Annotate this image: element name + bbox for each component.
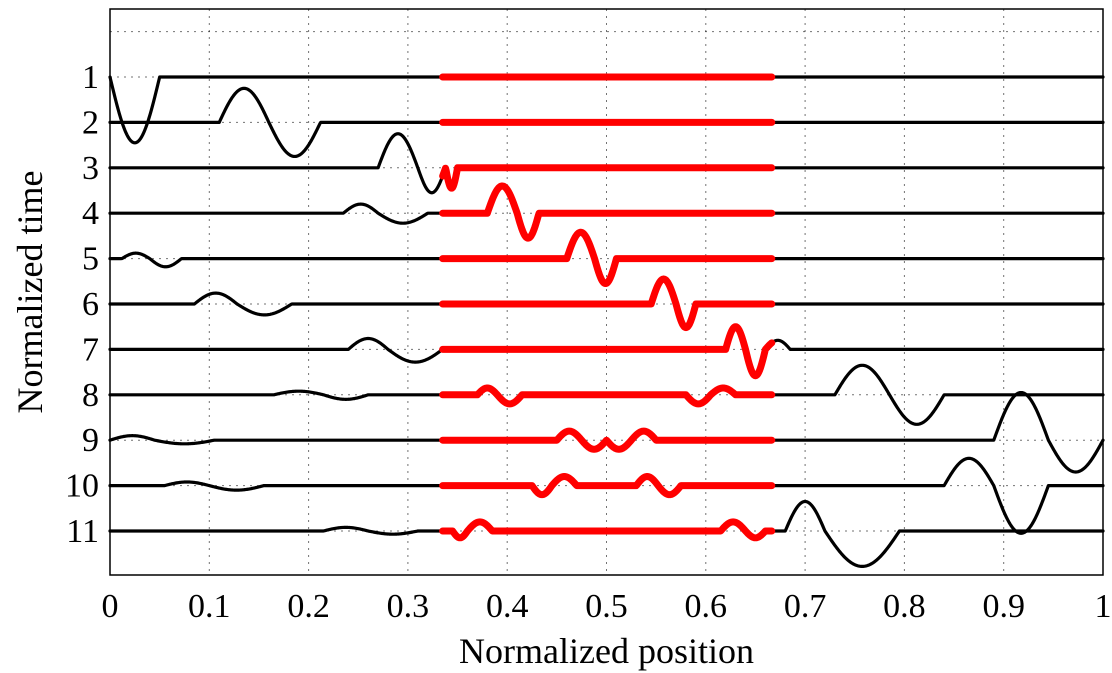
x-tick-label: 0.6 — [685, 588, 728, 625]
x-tick-label: 0.9 — [982, 588, 1025, 625]
trace-6 — [108, 275, 1105, 332]
trace-8-highlighted-segment — [439, 384, 776, 408]
grid — [109, 9, 1104, 575]
x-tick-label: 0.3 — [387, 588, 430, 625]
trace-5-highlighted-segment — [439, 228, 776, 288]
trace-6-highlighted-segment — [439, 275, 776, 332]
y-tick-labels: 1 2 3 4 5 6 7 8 9 10 11 — [65, 59, 99, 550]
trace-7-left-segment — [108, 336, 445, 364]
y-tick-label: 9 — [82, 422, 99, 459]
trace-6-left-segment — [108, 291, 445, 317]
y-tick-label: 1 — [82, 59, 99, 96]
trace-2-left-segment — [108, 86, 445, 159]
x-axis-title: Normalized position — [459, 631, 754, 671]
x-tick-label: 1 — [1095, 588, 1112, 625]
y-tick-label: 10 — [65, 468, 99, 505]
x-tick-label: 0.2 — [287, 588, 330, 625]
trace-9-left-segment — [108, 434, 445, 446]
y-axis-title: Normalized time — [10, 171, 50, 414]
trace-3-left-segment — [108, 132, 445, 195]
trace-7-right-segment — [770, 338, 1105, 351]
trace-9-highlighted-segment — [439, 427, 776, 453]
trace-7 — [108, 323, 1105, 380]
trace-5 — [108, 228, 1105, 288]
trace-layer — [108, 73, 1105, 569]
trace-10-left-segment — [108, 480, 445, 492]
trace-1 — [108, 73, 1105, 145]
trace-8-left-segment — [108, 389, 445, 401]
x-tick-labels: 0 0.1 0.2 0.3 0.4 0.5 0.6 0.7 0.8 0.9 1 — [102, 588, 1112, 625]
trace-3 — [108, 132, 1105, 195]
trace-10 — [108, 456, 1105, 535]
trace-3-highlighted-segment — [439, 164, 776, 192]
trace-4 — [108, 182, 1105, 242]
trace-4-highlighted-segment — [439, 182, 776, 242]
trace-11-highlighted-segment — [439, 518, 776, 542]
y-tick-label: 2 — [82, 104, 99, 141]
y-tick-label: 6 — [82, 286, 99, 323]
trace-4-left-segment — [108, 202, 445, 225]
y-tick-label: 8 — [82, 377, 99, 414]
y-tick-label: 5 — [82, 241, 99, 278]
y-tick-label: 4 — [82, 195, 99, 232]
x-tick-label: 0.7 — [784, 588, 827, 625]
trace-9 — [108, 390, 1105, 474]
plot-frame — [109, 8, 1104, 576]
trace-11-left-segment — [108, 525, 445, 536]
trace-11 — [108, 499, 1105, 569]
y-tick-label: 11 — [66, 513, 99, 550]
y-tick-label: 3 — [82, 150, 99, 187]
x-tick-label: 0 — [102, 588, 119, 625]
trace-1-left-segment — [108, 75, 445, 145]
x-tick-label: 0.8 — [883, 588, 926, 625]
x-tick-label: 0.5 — [585, 588, 628, 625]
trace-2 — [108, 86, 1105, 159]
trace-5-left-segment — [108, 251, 445, 269]
trace-8-right-segment — [770, 363, 1105, 426]
trace-10-right-segment — [770, 456, 1105, 535]
x-tick-label: 0.1 — [188, 588, 231, 625]
trace-10-highlighted-segment — [439, 473, 776, 499]
x-tick-label: 0.4 — [486, 588, 529, 625]
trace-11-right-segment — [770, 499, 1105, 569]
trace-9-right-segment — [770, 390, 1105, 474]
y-tick-label: 7 — [82, 331, 99, 368]
trace-8 — [108, 363, 1105, 426]
trace-7-highlighted-segment — [439, 323, 776, 380]
